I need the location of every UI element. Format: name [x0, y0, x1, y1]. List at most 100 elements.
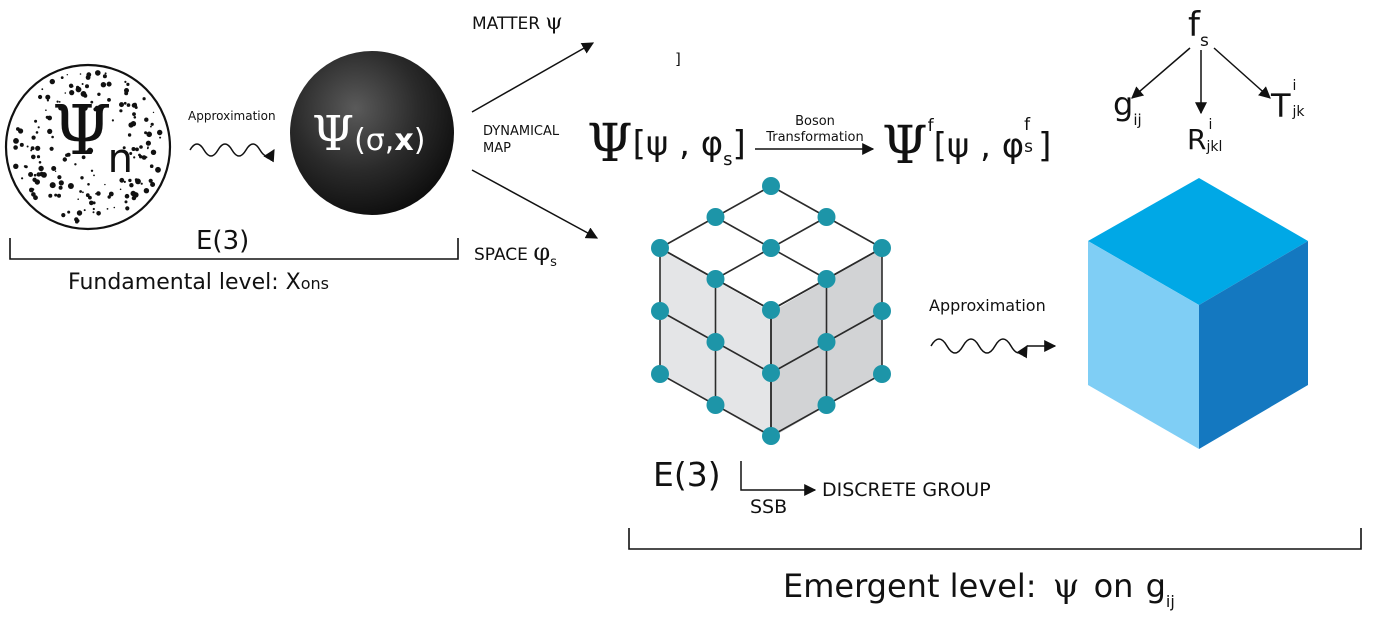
dot — [157, 129, 163, 136]
fundamental-level-label: Fundamental level: Xons — [68, 272, 329, 294]
dot — [76, 210, 83, 216]
approximation-wave-arrow-2 — [930, 338, 1028, 359]
dot — [79, 73, 82, 75]
functional-label: Ψ[ψ , φs] — [587, 118, 746, 170]
dot — [119, 177, 125, 183]
dot — [25, 165, 28, 169]
dot — [124, 200, 128, 204]
lattice-node — [817, 208, 836, 226]
dot — [49, 182, 56, 189]
ssb-arrow — [740, 461, 817, 496]
tree-torsion-t: T — [1271, 87, 1291, 125]
dot — [45, 94, 51, 100]
dot — [148, 178, 153, 183]
dot — [54, 170, 57, 172]
dot — [13, 138, 19, 144]
lattice-node — [817, 333, 836, 351]
dot — [35, 131, 39, 134]
discrete-group-label: DISCRETE GROUP — [822, 479, 991, 501]
dot — [13, 145, 18, 150]
dot — [146, 131, 152, 138]
tree-arrow-torsion — [1213, 47, 1271, 99]
dot — [66, 74, 69, 76]
lattice-node — [706, 208, 725, 226]
lattice-node — [706, 333, 725, 351]
dot — [28, 172, 34, 177]
functional-psi: Ψ — [587, 114, 633, 174]
tree-curvature-scripts: i jkl — [1206, 118, 1236, 156]
matter-arrow — [471, 42, 595, 113]
dot — [90, 100, 94, 104]
emergent-group-label: E(3) — [653, 455, 721, 494]
dot — [30, 149, 33, 152]
dot — [87, 183, 90, 186]
dot — [92, 211, 95, 214]
matter-psi: ψ — [545, 10, 563, 35]
dot — [37, 126, 40, 129]
lattice-node — [817, 396, 836, 414]
emergent-level-psi: ψ — [1052, 566, 1080, 606]
dot — [49, 78, 55, 85]
field-x: x — [394, 123, 414, 158]
dot — [124, 88, 129, 93]
dot — [38, 165, 44, 172]
fundamental-group-label: E(3) — [196, 226, 250, 256]
dot — [62, 157, 67, 162]
dot — [133, 156, 136, 159]
lattice-cube — [651, 177, 891, 445]
dot — [132, 102, 138, 108]
dot — [16, 127, 20, 131]
lattice-node — [762, 177, 780, 195]
dot — [57, 175, 62, 180]
lattice-node — [762, 364, 780, 382]
dot — [90, 169, 94, 172]
dot — [96, 211, 101, 216]
dotted-psi-circle — [4, 63, 172, 231]
emergent-level-prefix: Emergent level: — [783, 567, 1037, 605]
dot — [113, 206, 116, 209]
dot — [146, 147, 149, 150]
dot — [30, 146, 35, 151]
tree-torsion-sup: i — [1292, 78, 1297, 94]
dot — [47, 128, 53, 134]
dot — [61, 213, 66, 218]
tree-curvature-sub: jkl — [1206, 139, 1223, 155]
dot — [19, 142, 24, 147]
dot — [38, 161, 42, 164]
space-phi: φ — [533, 238, 551, 266]
tree-curvature-sup: i — [1208, 117, 1213, 133]
dot — [41, 88, 44, 91]
dot — [125, 206, 130, 211]
dot — [86, 72, 92, 78]
approximation-label-2: Approximation — [929, 296, 1046, 315]
lattice-node — [873, 365, 891, 383]
emergent-level-on: on — [1093, 567, 1134, 605]
emergent-level-g-sub: ij — [1165, 592, 1175, 611]
dot — [76, 85, 80, 89]
transformed-inner-sup: f — [1024, 115, 1031, 135]
dot — [74, 163, 77, 166]
transformed-inner-sub: s — [1024, 137, 1034, 157]
tree-metric-sub: ij — [1133, 111, 1142, 129]
dot — [58, 105, 63, 111]
dot — [126, 82, 130, 86]
space-sub: s — [550, 255, 557, 270]
tree-arrow-metric — [1131, 47, 1191, 99]
tree-metric: gij — [1113, 85, 1142, 128]
dot — [80, 176, 84, 180]
approximation-label-1: Approximation — [188, 109, 276, 123]
dot — [85, 193, 90, 198]
dot — [89, 200, 94, 206]
dot — [83, 209, 86, 212]
dot — [82, 105, 88, 111]
dot — [29, 187, 34, 193]
tree-metric-g: g — [1113, 85, 1134, 123]
dot — [106, 81, 112, 87]
dot — [69, 90, 75, 96]
field-args: (σ, — [354, 123, 395, 158]
tree-torsion-scripts: i jk — [1291, 79, 1317, 123]
emergent-level-label: Emergent level: ψ on gij — [783, 566, 1175, 610]
dot — [144, 131, 148, 135]
